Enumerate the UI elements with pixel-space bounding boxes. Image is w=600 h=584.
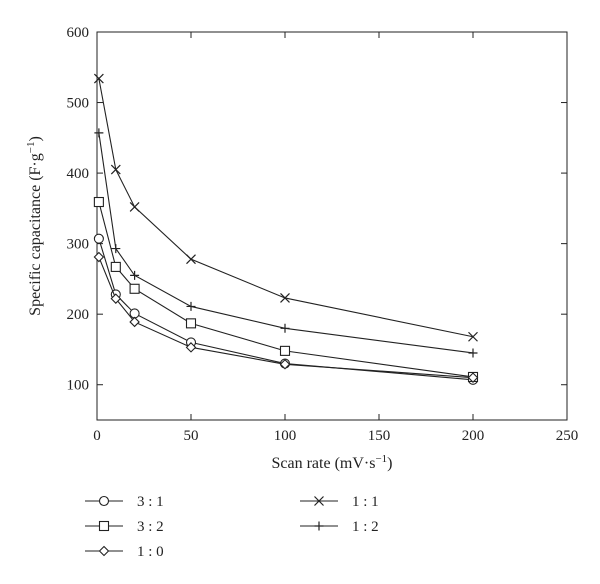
data-point bbox=[93, 73, 104, 84]
series-plus bbox=[94, 128, 478, 358]
legend-label: 3 : 2 bbox=[137, 519, 164, 535]
legend-label: 1 : 0 bbox=[137, 544, 164, 560]
x-tick-label: 200 bbox=[462, 428, 485, 444]
data-point bbox=[129, 308, 140, 319]
legend-item: 3 : 1 bbox=[85, 494, 164, 510]
legend-label: 3 : 1 bbox=[137, 494, 164, 510]
y-tick-label: 600 bbox=[67, 25, 90, 41]
data-point bbox=[280, 293, 290, 303]
series-layer bbox=[93, 73, 479, 385]
legend-item: 1 : 1 bbox=[300, 494, 379, 510]
data-point bbox=[129, 316, 140, 328]
legend-marker bbox=[98, 545, 110, 557]
x-axis: 0 50 100 150 200 250 bbox=[93, 32, 578, 444]
data-point bbox=[129, 202, 140, 212]
data-point bbox=[279, 358, 291, 370]
legend-marker bbox=[314, 496, 324, 506]
x-tick-label: 0 bbox=[93, 428, 101, 444]
data-point bbox=[94, 128, 104, 138]
data-point bbox=[279, 345, 291, 356]
series-square bbox=[93, 196, 479, 383]
data-point bbox=[110, 164, 121, 175]
plot-frame bbox=[96, 31, 568, 421]
legend-item: 1 : 0 bbox=[85, 544, 164, 560]
data-point bbox=[468, 348, 478, 358]
series-line bbox=[98, 132, 474, 354]
y-axis-label: Specific capacitance (F·g−1) bbox=[25, 136, 44, 316]
y-tick-label: 100 bbox=[67, 378, 90, 394]
legend-marker bbox=[314, 521, 324, 531]
data-point bbox=[185, 342, 197, 353]
data-point bbox=[129, 283, 140, 294]
legend-marker bbox=[98, 495, 110, 507]
x-tick-label: 50 bbox=[184, 428, 199, 444]
data-point bbox=[186, 254, 196, 265]
data-point bbox=[467, 372, 479, 383]
x-axis-label: Scan rate (mV·s−1) bbox=[271, 453, 392, 472]
data-point bbox=[468, 331, 478, 342]
series-diamond bbox=[93, 251, 479, 383]
data-point bbox=[93, 233, 104, 244]
data-point bbox=[111, 244, 121, 254]
data-point bbox=[110, 293, 122, 304]
data-point bbox=[93, 196, 104, 208]
data-point bbox=[110, 261, 121, 272]
y-tick-label: 300 bbox=[67, 237, 90, 253]
y-axis: 100 200 300 400 500 600 bbox=[67, 25, 567, 394]
x-tick-label: 250 bbox=[556, 428, 579, 444]
data-point bbox=[130, 270, 140, 280]
legend-marker bbox=[98, 520, 110, 532]
series-line bbox=[98, 78, 474, 338]
x-tick-label: 100 bbox=[274, 428, 297, 444]
x-tick-label: 150 bbox=[368, 428, 391, 444]
data-point bbox=[185, 318, 197, 329]
series-x bbox=[93, 73, 478, 342]
series-line bbox=[98, 256, 474, 379]
data-point bbox=[186, 301, 196, 311]
legend-item: 1 : 2 bbox=[300, 519, 379, 535]
legend: 3 : 1 3 : 2 1 : 0 1 : 1 1 : 2 bbox=[85, 494, 379, 560]
data-point bbox=[280, 323, 290, 333]
legend-item: 3 : 2 bbox=[85, 519, 164, 535]
legend-label: 1 : 2 bbox=[352, 519, 379, 535]
legend-label: 1 : 1 bbox=[352, 494, 379, 510]
data-point bbox=[93, 251, 105, 263]
series-line bbox=[98, 201, 474, 378]
y-tick-label: 400 bbox=[67, 166, 90, 182]
y-tick-label: 200 bbox=[67, 307, 90, 323]
y-tick-label: 500 bbox=[67, 96, 90, 112]
